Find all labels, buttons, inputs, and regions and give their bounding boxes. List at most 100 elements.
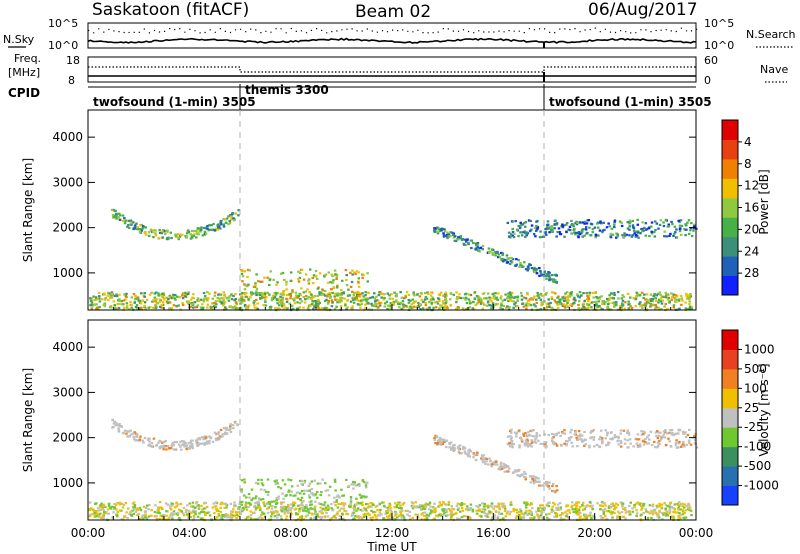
echo-cell	[675, 439, 678, 442]
echo-cell	[534, 480, 537, 484]
echo-cell	[555, 235, 558, 238]
echo-cell	[524, 478, 528, 481]
echo-cell	[668, 502, 672, 505]
echo-cell	[670, 515, 674, 518]
echo-cell	[252, 292, 255, 295]
echo-cell	[343, 509, 346, 513]
echo-cell	[534, 476, 537, 479]
echo-cell	[603, 507, 607, 510]
echo-cell	[112, 508, 116, 511]
echo-cell	[530, 445, 534, 448]
echo-cell	[123, 306, 126, 309]
echo-cell	[185, 232, 189, 235]
echo-cell	[331, 274, 334, 277]
echo-cell	[309, 503, 312, 507]
echo-cell	[102, 503, 105, 506]
echo-cell	[335, 277, 338, 281]
echo-cell	[332, 286, 336, 290]
echo-cell	[447, 232, 450, 236]
echo-cell	[116, 515, 119, 518]
echo-cell	[371, 511, 375, 514]
echo-cell	[687, 219, 691, 222]
echo-cell	[626, 227, 630, 230]
echo-cell	[425, 517, 429, 520]
echo-cell	[304, 509, 307, 512]
echo-cell	[499, 306, 502, 309]
echo-cell	[272, 278, 275, 281]
echo-cell	[208, 292, 211, 295]
echo-cell	[658, 502, 661, 505]
echo-cell	[636, 231, 640, 234]
echo-cell	[159, 440, 163, 443]
time-axis: 00:00 04:00 08:00 12:00 16:00 20:00 00:00	[71, 304, 713, 540]
echo-cell	[500, 518, 503, 521]
echo-cell	[327, 271, 331, 274]
echo-cell	[249, 514, 253, 517]
echo-cell	[458, 293, 461, 296]
colorbar-segment	[722, 349, 738, 370]
echo-cell	[565, 444, 568, 447]
echo-cell	[459, 452, 463, 455]
echo-cell	[307, 494, 311, 497]
echo-cell	[683, 503, 687, 506]
echo-cell	[575, 436, 578, 439]
echo-cell	[328, 293, 331, 296]
echo-cell	[302, 278, 306, 281]
echo-cell	[674, 299, 677, 302]
echo-cell	[304, 290, 308, 293]
echo-cell	[526, 445, 530, 448]
echo-cell	[600, 516, 604, 520]
echo-cell	[345, 284, 349, 287]
power-plot-area	[88, 110, 696, 310]
echo-cell	[687, 294, 691, 297]
echo-cell	[266, 493, 270, 496]
echo-cell	[243, 478, 246, 481]
echo-cell	[247, 515, 250, 518]
cpid-label: CPID	[8, 86, 40, 100]
echo-cell	[693, 223, 696, 226]
echo-cell	[190, 229, 194, 233]
echo-cell	[158, 446, 162, 449]
echo-cell	[472, 301, 475, 304]
echo-cell	[648, 512, 652, 515]
echo-cell	[681, 505, 684, 508]
echo-cell	[501, 257, 504, 260]
echo-cell	[253, 304, 256, 307]
echo-cell	[508, 296, 511, 299]
echo-cell	[688, 441, 691, 444]
echo-cell	[673, 503, 677, 506]
echo-cell	[191, 296, 194, 299]
echo-cell	[368, 513, 371, 516]
echo-cell	[560, 443, 563, 446]
echo-cell	[274, 506, 277, 509]
echo-cell	[389, 509, 393, 512]
echo-cell	[641, 306, 644, 309]
echo-cell	[347, 288, 350, 291]
echo-cell	[193, 506, 197, 510]
nave-tick-bottom: 0	[704, 74, 711, 87]
echo-cell	[620, 511, 624, 514]
echo-cell	[509, 431, 513, 434]
echo-cell	[622, 236, 626, 239]
echo-cell	[635, 438, 639, 441]
echo-cell	[559, 514, 563, 517]
echo-cell	[111, 418, 115, 421]
echo-cell	[464, 452, 467, 455]
echo-cell	[590, 430, 593, 433]
echo-cell	[577, 231, 581, 234]
echo-cell	[246, 268, 250, 272]
echo-cell	[349, 271, 352, 274]
echo-cell	[548, 304, 551, 307]
echo-cell	[273, 515, 277, 518]
echo-cell	[241, 275, 245, 278]
echo-cell	[689, 443, 693, 446]
echo-cell	[640, 430, 643, 433]
echo-cell	[244, 506, 248, 509]
echo-cell	[364, 291, 367, 294]
echo-cell	[259, 296, 262, 300]
echo-cell	[285, 308, 289, 311]
echo-cell	[147, 234, 151, 237]
echo-cell	[478, 247, 481, 250]
echo-cell	[259, 488, 263, 491]
